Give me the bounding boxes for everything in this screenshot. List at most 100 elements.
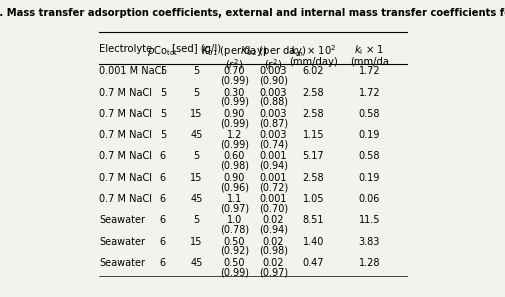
Text: 0.19: 0.19	[358, 173, 379, 183]
Text: 0.02: 0.02	[262, 237, 284, 247]
Text: 0.001: 0.001	[259, 173, 287, 183]
Text: (0.78): (0.78)	[220, 225, 248, 235]
Text: 0.19: 0.19	[358, 130, 379, 140]
Text: 0.003: 0.003	[259, 109, 287, 119]
Text: $\rho$Co$_{\rm tot}$: $\rho$Co$_{\rm tot}$	[147, 44, 178, 58]
Text: 0.02: 0.02	[262, 258, 284, 268]
Text: (0.87): (0.87)	[259, 118, 287, 128]
Text: (0.98): (0.98)	[259, 246, 287, 256]
Text: (0.74): (0.74)	[259, 140, 287, 149]
Text: 0.70: 0.70	[223, 66, 245, 76]
Text: 0.7 M NaCl: 0.7 M NaCl	[99, 130, 152, 140]
Text: 0.60: 0.60	[223, 151, 245, 162]
Text: 0.7 M NaCl: 0.7 M NaCl	[99, 88, 152, 98]
Text: (mm/da: (mm/da	[349, 57, 388, 67]
Text: 6: 6	[160, 237, 166, 247]
Text: (0.97): (0.97)	[220, 203, 248, 213]
Text: 2.58: 2.58	[302, 173, 323, 183]
Text: (0.99): (0.99)	[220, 97, 248, 107]
Text: 0.7 M NaCl: 0.7 M NaCl	[99, 173, 152, 183]
Text: Electrolyte: Electrolyte	[99, 44, 152, 53]
Text: 6: 6	[160, 215, 166, 225]
Text: 5: 5	[160, 88, 166, 98]
Text: 0.30: 0.30	[223, 88, 245, 98]
Text: 15: 15	[190, 237, 202, 247]
Text: 0.001: 0.001	[259, 151, 287, 162]
Text: 1.15: 1.15	[302, 130, 323, 140]
Text: 5.17: 5.17	[302, 151, 323, 162]
Text: 1.0: 1.0	[226, 215, 241, 225]
Text: 1.1: 1.1	[226, 194, 241, 204]
Text: (0.72): (0.72)	[259, 182, 287, 192]
Text: ($r^{2}$): ($r^{2}$)	[225, 57, 243, 72]
Text: 2.58: 2.58	[302, 88, 323, 98]
Text: $K_{02}$ (per day): $K_{02}$ (per day)	[240, 44, 306, 58]
Text: (0.88): (0.88)	[259, 97, 287, 107]
Text: $k_{\rm i}$ $\times$ 1: $k_{\rm i}$ $\times$ 1	[354, 44, 384, 57]
Text: 0.001: 0.001	[259, 194, 287, 204]
Text: 15: 15	[190, 109, 202, 119]
Text: (0.92): (0.92)	[220, 246, 248, 256]
Text: 5: 5	[193, 88, 199, 98]
Text: (0.90): (0.90)	[259, 76, 287, 86]
Text: 0.7 M NaCl: 0.7 M NaCl	[99, 109, 152, 119]
Text: [sed] (g/l): [sed] (g/l)	[171, 44, 221, 53]
Text: 0.001 M NaCl: 0.001 M NaCl	[99, 66, 164, 76]
Text: (0.98): (0.98)	[220, 161, 248, 171]
Text: 15: 15	[190, 173, 202, 183]
Text: 5: 5	[193, 151, 199, 162]
Text: (mm/day): (mm/day)	[288, 57, 337, 67]
Text: ($r^{2}$): ($r^{2}$)	[264, 57, 282, 72]
Text: Seawater: Seawater	[99, 237, 145, 247]
Text: 0.7 M NaCl: 0.7 M NaCl	[99, 194, 152, 204]
Text: 1.2: 1.2	[226, 130, 242, 140]
Text: (0.94): (0.94)	[259, 225, 287, 235]
Text: (0.97): (0.97)	[259, 267, 287, 277]
Text: 1.40: 1.40	[302, 237, 323, 247]
Text: Seawater: Seawater	[99, 258, 145, 268]
Text: 45: 45	[190, 194, 202, 204]
Text: 0.02: 0.02	[262, 215, 284, 225]
Text: 0.7 M NaCl: 0.7 M NaCl	[99, 151, 152, 162]
Text: (0.99): (0.99)	[220, 76, 248, 86]
Text: 5: 5	[193, 215, 199, 225]
Text: 0.90: 0.90	[223, 109, 245, 119]
Text: 5: 5	[160, 109, 166, 119]
Text: 0.50: 0.50	[223, 237, 245, 247]
Text: (0.70): (0.70)	[259, 203, 287, 213]
Text: 0.003: 0.003	[259, 66, 287, 76]
Text: 0.003: 0.003	[259, 130, 287, 140]
Text: 3.83: 3.83	[358, 237, 379, 247]
Text: 1.28: 1.28	[358, 258, 379, 268]
Text: 0.06: 0.06	[358, 194, 379, 204]
Text: 1.72: 1.72	[358, 88, 379, 98]
Text: (0.99): (0.99)	[220, 140, 248, 149]
Text: 6: 6	[160, 173, 166, 183]
Text: 5: 5	[160, 66, 166, 76]
Text: 1.05: 1.05	[302, 194, 323, 204]
Text: 0.003: 0.003	[259, 88, 287, 98]
Text: 8.51: 8.51	[302, 215, 323, 225]
Text: 0.58: 0.58	[358, 109, 379, 119]
Text: 5: 5	[193, 66, 199, 76]
Text: 6: 6	[160, 194, 166, 204]
Text: 11.5: 11.5	[358, 215, 379, 225]
Text: Seawater: Seawater	[99, 215, 145, 225]
Text: (0.99): (0.99)	[220, 118, 248, 128]
Text: (0.99): (0.99)	[220, 267, 248, 277]
Text: 1.72: 1.72	[358, 66, 379, 76]
Text: 2.58: 2.58	[302, 109, 323, 119]
Text: (0.96): (0.96)	[220, 182, 248, 192]
Text: 5: 5	[160, 130, 166, 140]
Text: 45: 45	[190, 258, 202, 268]
Text: Table 2. Mass transfer adsorption coefficients, external and internal mass trans: Table 2. Mass transfer adsorption coeffi…	[0, 8, 505, 18]
Text: 0.47: 0.47	[302, 258, 323, 268]
Text: $k_{\rm m}$ $\times$ 10$^{2}$: $k_{\rm m}$ $\times$ 10$^{2}$	[289, 44, 336, 59]
Text: 45: 45	[190, 130, 202, 140]
Text: (0.94): (0.94)	[259, 161, 287, 171]
Text: 6.02: 6.02	[302, 66, 323, 76]
Text: 6: 6	[160, 151, 166, 162]
Text: 6: 6	[160, 258, 166, 268]
Text: 0.58: 0.58	[358, 151, 379, 162]
Text: 0.50: 0.50	[223, 258, 245, 268]
